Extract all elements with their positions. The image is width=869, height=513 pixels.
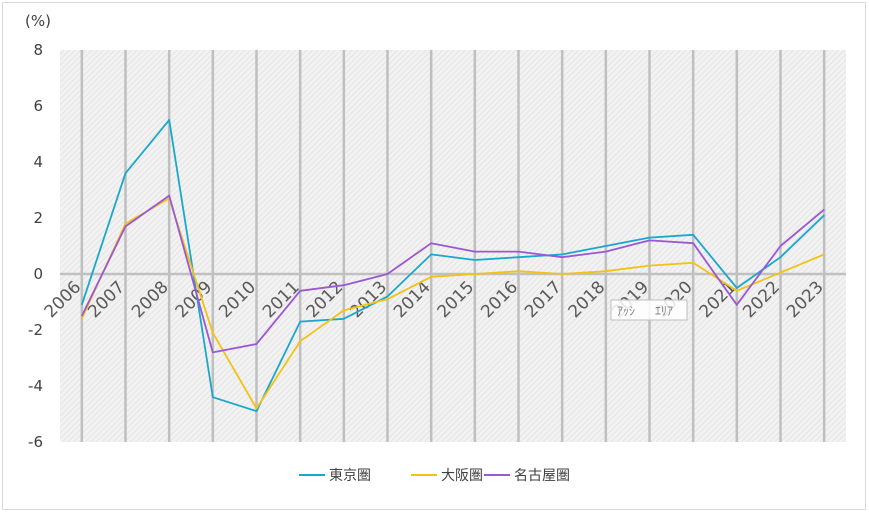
legend-label: 名古屋圏 [514, 468, 570, 484]
series-line [80, 197, 825, 410]
plot-area [60, 50, 846, 442]
y-tick-label: 8 [33, 41, 43, 59]
y-tick-label: -2 [28, 321, 43, 339]
legend-label: 大阪圏 [441, 468, 483, 484]
watermark-left-text: ｱｯｼ [617, 304, 635, 318]
y-tick-label: 4 [33, 153, 43, 171]
series-lines [80, 119, 825, 413]
y-axis-ticks: -6 -4 -2 0 2 4 6 8 [28, 41, 43, 451]
y-axis-unit-label: (%) [25, 12, 51, 30]
watermark: ｱｯｼ ｴﾘｱ [610, 299, 688, 321]
legend: 東京圏 大阪圏 名古屋圏 [299, 468, 570, 484]
y-tick-label: 6 [33, 97, 43, 115]
series-line [80, 194, 825, 354]
y-tick-label: 0 [33, 265, 43, 283]
series-line [80, 119, 825, 413]
legend-label: 東京圏 [329, 468, 371, 484]
y-tick-label: 2 [33, 209, 43, 227]
watermark-right-text: ｴﾘｱ [655, 304, 673, 318]
y-tick-label: -6 [28, 433, 43, 451]
watermark-box [610, 299, 688, 321]
y-tick-label: -4 [28, 377, 43, 395]
